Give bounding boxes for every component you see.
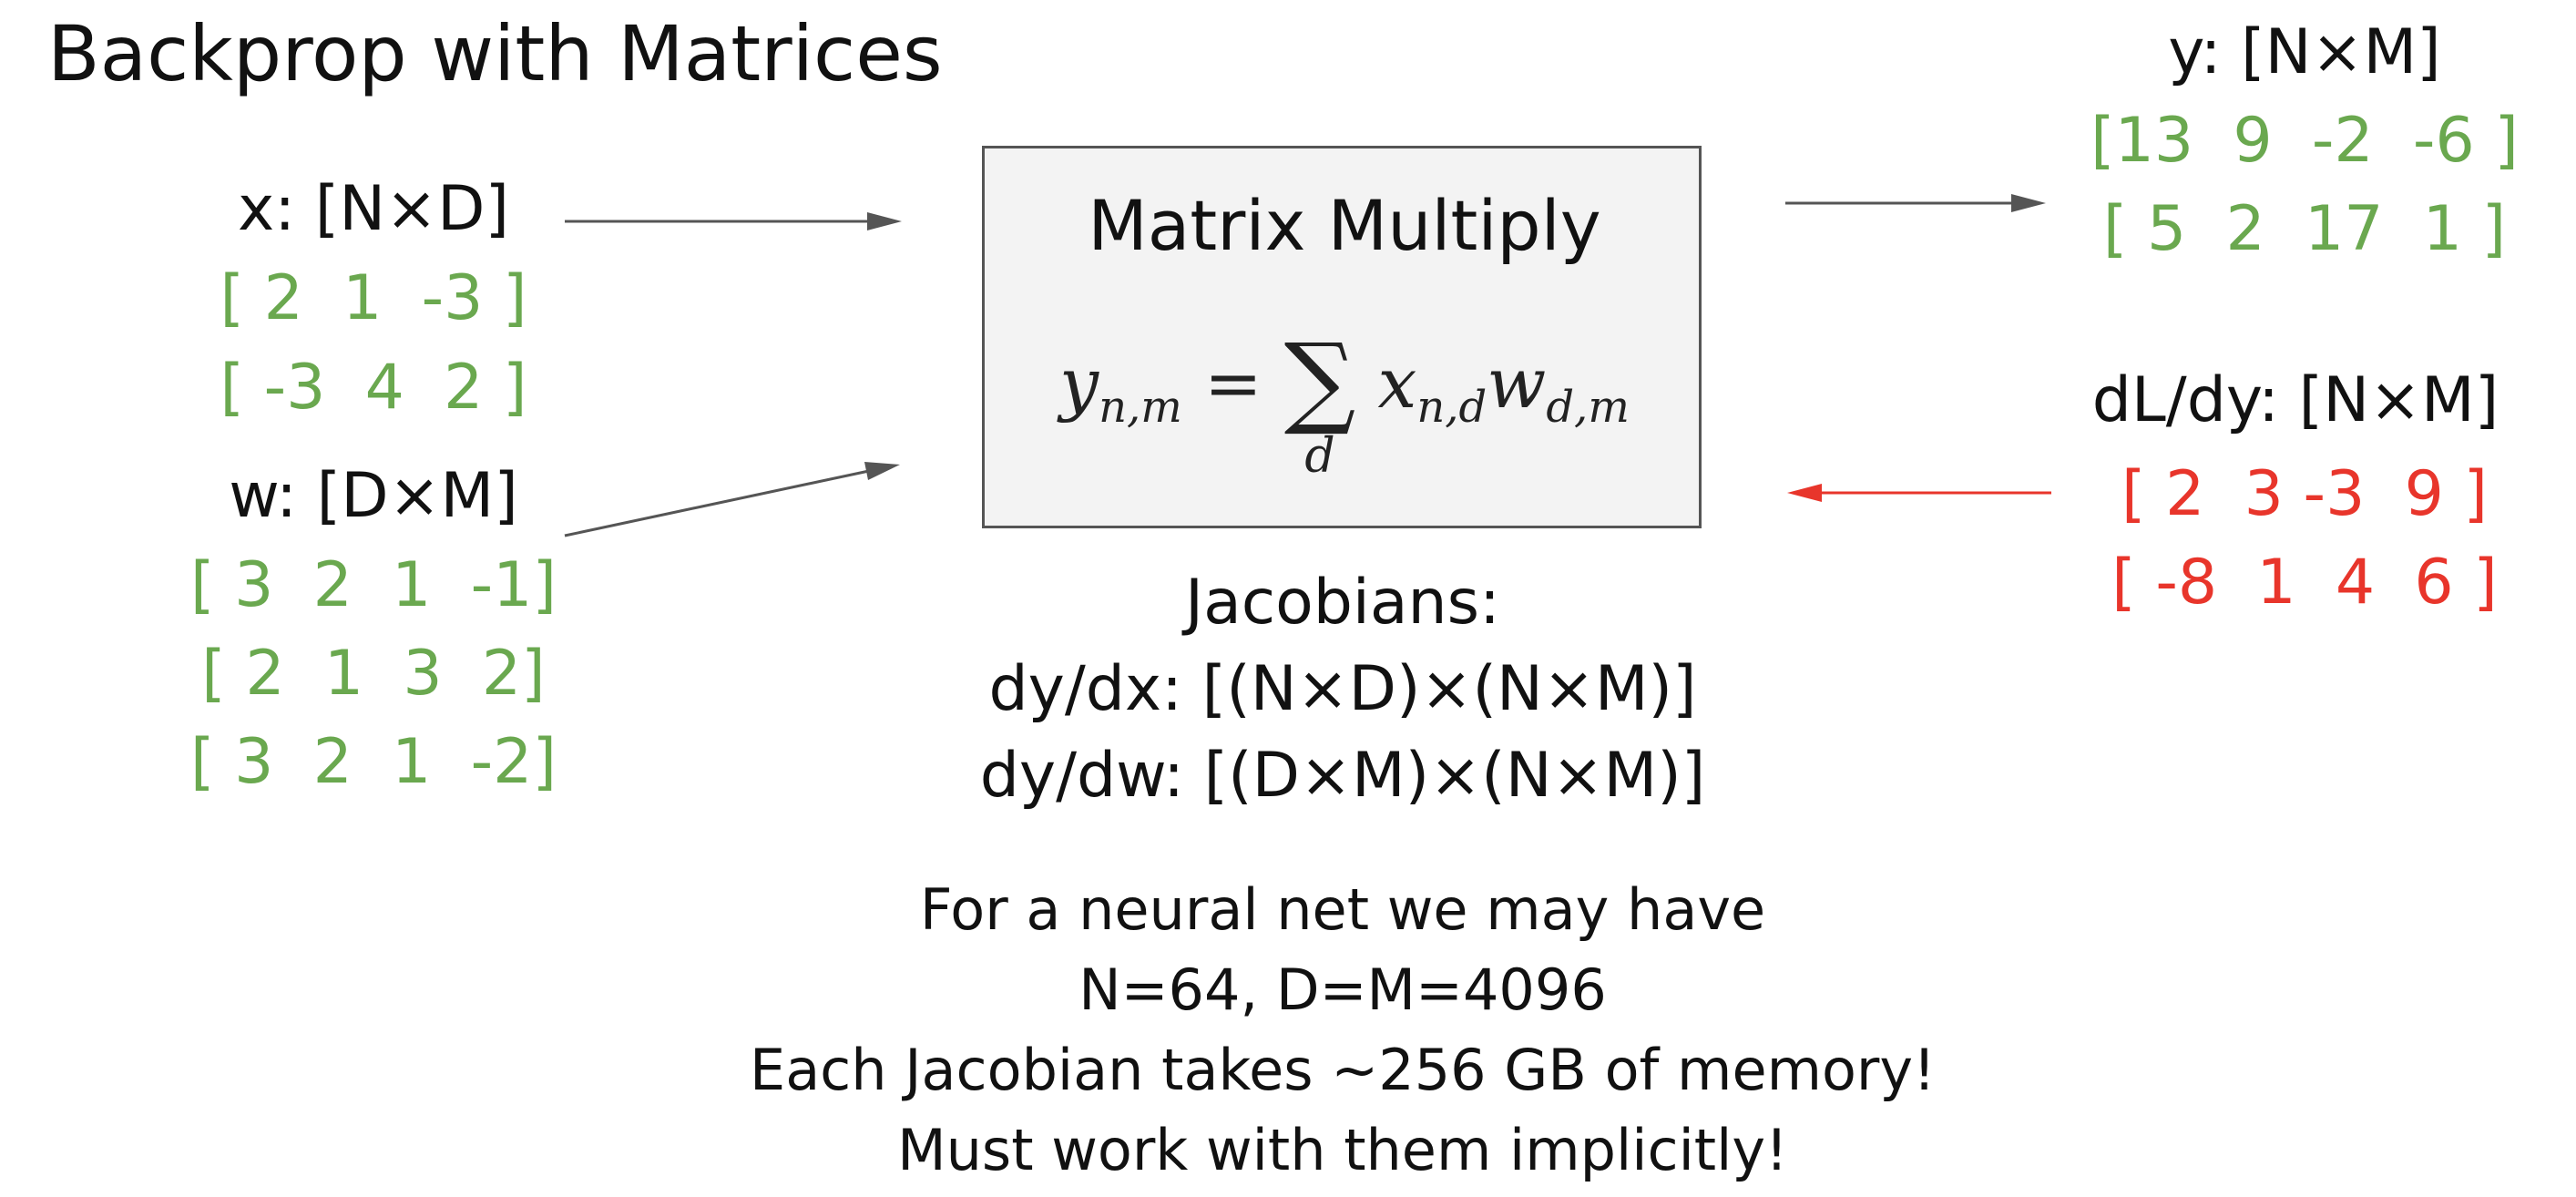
formula-sum-symbol: ∑ xyxy=(1283,322,1356,438)
y-label: y: [N×M] xyxy=(2168,16,2441,88)
w-row-2: [ 2 1 3 2] xyxy=(201,638,546,710)
note-line-1: For a neural net we may have xyxy=(919,876,1766,943)
operation-title: Matrix Multiply xyxy=(1088,185,1601,266)
operation-formula: yn,m = ∑ d xn,dwd,m xyxy=(985,322,1704,484)
dldy-label: dL/dy: [N×M] xyxy=(2091,364,2499,436)
note-line-2: N=64, D=M=4096 xyxy=(1078,957,1607,1023)
formula-x: x xyxy=(1377,343,1417,424)
formula-sum-index: d xyxy=(1304,429,1335,484)
arrow-gradient-back xyxy=(1787,484,2051,502)
note-line-4: Must work with them implicitly! xyxy=(897,1117,1788,1183)
jacobians-heading: Jacobians: xyxy=(1185,567,1500,639)
w-row-3: [ 3 2 1 -2] xyxy=(190,726,557,798)
formula-y: y xyxy=(1059,343,1099,424)
dldy-row-1: [ 2 3 -3 9 ] xyxy=(2121,458,2488,530)
jacobian-dydx: dy/dx: [(N×D)×(N×M)] xyxy=(988,653,1697,725)
arrow-x-to-multiply xyxy=(565,212,902,230)
x-label: x: [N×D] xyxy=(237,173,510,245)
formula-sum: ∑ d xyxy=(1283,322,1356,484)
slide-title: Backprop with Matrices xyxy=(47,9,943,98)
formula-x-sub: n,d xyxy=(1416,382,1487,434)
w-label: w: [D×M] xyxy=(229,460,518,532)
y-row-2: [ 5 2 17 1 ] xyxy=(2102,193,2507,265)
matrix-multiply-box: Matrix Multiply yn,m = ∑ d xn,dwd,m xyxy=(982,146,1702,528)
arrow-w-to-multiply xyxy=(564,462,900,537)
formula-w-sub: d,m xyxy=(1546,382,1630,434)
jacobian-dydw: dy/dw: [(D×M)×(N×M)] xyxy=(979,740,1706,812)
formula-w: w xyxy=(1487,343,1547,424)
note-line-3: Each Jacobian takes ~256 GB of memory! xyxy=(750,1037,1936,1103)
arrow-multiply-to-y xyxy=(1785,194,2046,212)
x-row-1: [ 2 1 -3 ] xyxy=(220,262,527,334)
dldy-row-2: [ -8 1 4 6 ] xyxy=(2111,547,2498,619)
formula-y-sub: n,m xyxy=(1099,382,1182,434)
w-row-1: [ 3 2 1 -1] xyxy=(190,549,557,621)
y-row-1: [13 9 -2 -6 ] xyxy=(2090,105,2519,177)
formula-equals: = xyxy=(1181,343,1284,424)
x-row-2: [ -3 4 2 ] xyxy=(220,352,527,424)
